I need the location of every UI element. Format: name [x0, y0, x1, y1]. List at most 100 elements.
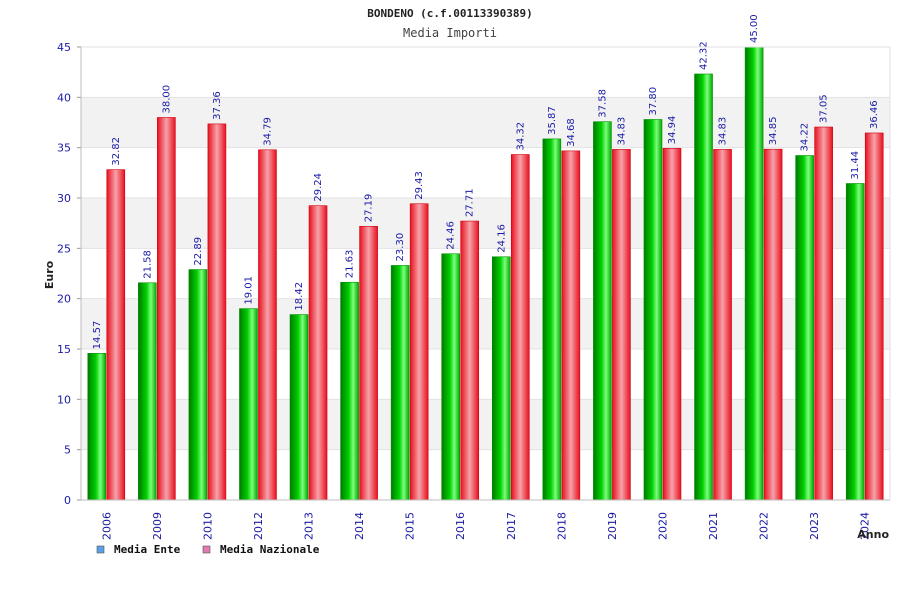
legend-swatch-media-ente	[96, 545, 105, 554]
bar-media-nazionale	[713, 149, 732, 501]
legend-label-media-nazionale: Media Nazionale	[220, 543, 320, 556]
x-tick-label: 2010	[201, 512, 214, 540]
bar-media-nazionale	[409, 203, 429, 501]
bar-media-nazionale	[308, 205, 328, 501]
bar-media-ente	[491, 256, 511, 501]
x-tick-label: 2019	[606, 512, 619, 540]
chart-subtitle: Media Importi	[403, 26, 497, 40]
value-label: 37.36	[212, 91, 223, 120]
bar-media-ente	[289, 314, 309, 501]
value-label: 36.46	[869, 100, 880, 129]
value-label: 22.89	[193, 237, 204, 266]
bar-media-nazionale	[359, 225, 378, 501]
bar-media-nazionale	[207, 123, 227, 501]
bar-media-nazionale	[157, 117, 176, 501]
x-tick-label: 2023	[808, 512, 821, 540]
bar-media-ente	[845, 183, 865, 501]
y-tick-label: 20	[57, 293, 71, 306]
bar-media-nazionale	[258, 149, 277, 501]
value-label: 32.82	[111, 137, 122, 166]
x-tick-label: 2014	[353, 512, 366, 540]
y-tick-label: 15	[57, 343, 71, 356]
bar-media-ente	[340, 281, 359, 501]
value-label: 21.58	[142, 250, 153, 279]
bar-media-nazionale	[460, 220, 480, 501]
x-tick-label: 2006	[100, 512, 113, 540]
value-label: 34.83	[616, 117, 627, 146]
value-label: 34.68	[566, 118, 577, 147]
bar-media-ente	[87, 353, 107, 501]
bar-media-ente	[188, 269, 208, 501]
value-label: 21.63	[345, 250, 356, 279]
y-tick-label: 5	[64, 444, 71, 457]
bar-media-nazionale	[763, 148, 783, 501]
x-tick-label: 2022	[758, 512, 771, 540]
bar-media-nazionale	[662, 147, 682, 501]
bars	[87, 46, 884, 501]
bar-media-ente	[795, 155, 814, 501]
bar-media-nazionale	[864, 132, 884, 501]
bar-media-ente	[593, 121, 612, 501]
x-tick-label: 2021	[707, 512, 720, 540]
value-label: 14.57	[92, 321, 103, 350]
x-tick-label: 2013	[303, 512, 316, 540]
value-label: 38.00	[161, 85, 172, 114]
y-tick-label: 0	[64, 494, 71, 507]
value-label: 45.00	[749, 14, 760, 43]
value-label: 27.71	[465, 188, 476, 217]
bar-media-ente	[694, 73, 713, 501]
bar-media-nazionale	[561, 150, 581, 501]
bar-media-nazionale	[106, 169, 126, 501]
value-label: 42.32	[699, 41, 710, 70]
y-axis-label: Euro	[43, 260, 56, 289]
axes	[80, 46, 891, 501]
value-label: 34.94	[667, 116, 678, 145]
value-label: 29.24	[313, 173, 324, 202]
bar-media-nazionale	[612, 149, 631, 501]
value-label: 27.19	[364, 194, 375, 223]
value-label: 35.87	[547, 106, 558, 135]
value-label: 34.32	[515, 122, 526, 151]
bar-media-ente	[441, 253, 461, 501]
value-labels: 14.57 32.82 21.58 38.00 22.89 37.36 19.01 34.79…	[92, 14, 880, 349]
x-tick-label: 2018	[555, 512, 568, 540]
bar-media-ente	[542, 138, 562, 501]
bar-media-ente	[390, 265, 410, 501]
legend-label-media-ente: Media Ente	[114, 543, 181, 556]
x-axis-ticks: 2006 2009 2010 2012 2013 2014 2015 2016 2017 2018…	[100, 512, 871, 540]
bar-media-nazionale	[814, 126, 833, 501]
bar-media-ente	[138, 282, 157, 501]
x-tick-label: 2024	[859, 512, 872, 540]
x-tick-label: 2020	[656, 512, 669, 540]
value-label: 23.30	[395, 233, 406, 262]
value-label: 34.22	[800, 123, 811, 152]
value-label: 19.01	[243, 276, 254, 305]
bar-media-ente	[239, 308, 258, 501]
bar-media-nazionale	[510, 154, 530, 501]
value-label: 24.46	[446, 221, 457, 250]
value-label: 18.42	[294, 282, 305, 311]
value-label: 34.85	[768, 117, 779, 146]
y-tick-label: 40	[57, 91, 71, 104]
x-tick-label: 2012	[252, 512, 265, 540]
value-label: 37.05	[819, 94, 830, 123]
value-label: 37.58	[597, 89, 608, 118]
chart-title: BONDENO (c.f.00113390389)	[367, 7, 533, 20]
x-tick-label: 2017	[505, 512, 518, 540]
value-label: 37.80	[648, 87, 659, 116]
bar-media-ente	[744, 46, 764, 501]
y-tick-label: 25	[57, 242, 71, 255]
x-tick-label: 2016	[454, 512, 467, 540]
legend-swatch-media-nazionale	[202, 545, 211, 554]
y-tick-label: 35	[57, 142, 71, 155]
y-tick-label: 10	[57, 393, 71, 406]
value-label: 29.43	[414, 171, 425, 200]
x-axis-label: Anno	[857, 528, 889, 541]
legend: Media Ente Media Nazionale	[96, 543, 320, 556]
value-label: 31.44	[850, 151, 861, 180]
value-label: 34.83	[718, 117, 729, 146]
y-axis-ticks: 0 5 10 15 20 25 30 35 40 45	[57, 41, 71, 507]
y-tick-label: 45	[57, 41, 71, 54]
x-tick-label: 2009	[151, 512, 164, 540]
